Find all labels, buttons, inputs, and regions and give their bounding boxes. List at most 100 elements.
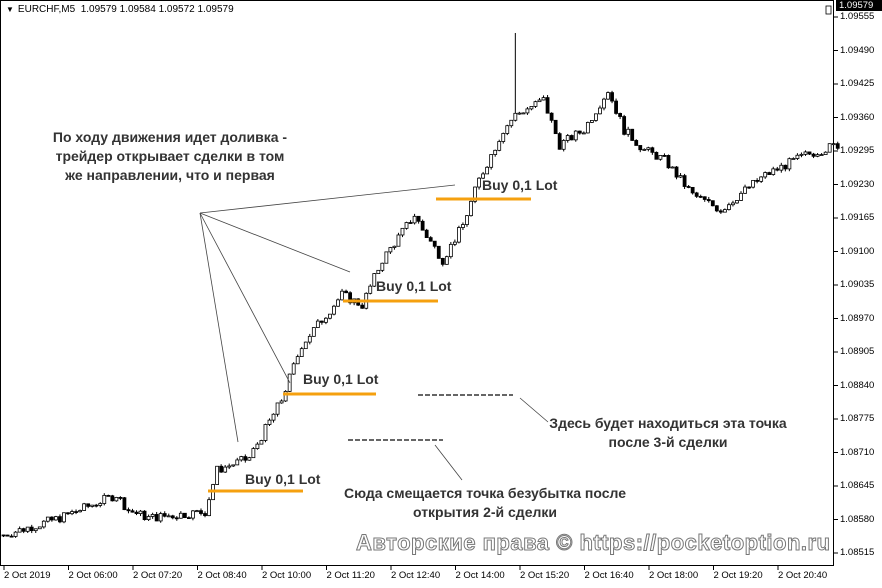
time-tick-label: 2 Oct 19:20 [713, 570, 763, 581]
bear-candle [553, 119, 558, 135]
bull-candle [465, 215, 469, 225]
bear-candle [408, 222, 413, 224]
bear-candle [66, 512, 70, 515]
bear-candle [243, 456, 248, 461]
bull-candle [525, 108, 530, 114]
bull-candle [727, 204, 731, 210]
bear-candle [706, 199, 711, 202]
bull-candle [731, 202, 735, 206]
bear-candle [29, 526, 34, 532]
bear-candle [9, 535, 14, 538]
bull-candle [448, 243, 453, 258]
bull-candle [150, 514, 155, 517]
bull-candle [54, 516, 58, 521]
bear-candle [74, 511, 78, 513]
price-tick-label: 1.08840 [840, 379, 875, 391]
bear-candle [319, 320, 324, 323]
bull-candle [328, 313, 332, 319]
bull-candle [795, 154, 800, 159]
bear-candle [110, 495, 115, 502]
bear-candle [714, 205, 719, 212]
chart-header: ▼ EURCHF,M5 1.09579 1.09584 1.09572 1.095… [6, 4, 234, 15]
bull-candle [827, 143, 832, 153]
bull-candle [521, 112, 526, 115]
price-tick-label: 1.09100 [840, 245, 875, 257]
bull-candle [763, 172, 768, 178]
time-tick-label: 2 Oct 20:40 [778, 570, 828, 581]
pointer-line [199, 212, 291, 384]
bull-candle [372, 273, 377, 287]
time-tick-label: 2 Oct 2019 [4, 570, 51, 581]
symbol-label: EURCHF,M5 [17, 4, 76, 15]
price-tick-label: 1.09425 [840, 78, 875, 89]
price-tick-label: 1.09035 [840, 279, 875, 290]
price-tick-label: 1.08645 [840, 480, 875, 491]
buy-label-2: Buy 0,1 Lot [303, 371, 379, 387]
bear-candle [420, 220, 425, 231]
bull-candle [291, 363, 296, 375]
bear-candle [698, 195, 703, 198]
bull-candle [803, 151, 808, 155]
bear-candle [807, 151, 812, 155]
bull-candle [263, 424, 268, 441]
bull-candle [533, 101, 538, 107]
bull-candle [332, 305, 336, 315]
bull-candle [469, 200, 473, 217]
time-tick-label: 2 Oct 11:20 [326, 570, 375, 581]
bear-candle [718, 210, 723, 213]
pointer-line [199, 212, 239, 443]
dropdown-arrow-icon[interactable]: ▼ [6, 5, 14, 14]
time-tick-label: 2 Oct 07:20 [133, 570, 183, 581]
bull-candle [340, 290, 344, 301]
bull-candle [17, 528, 22, 533]
bull-candle [678, 175, 683, 178]
bear-candle [219, 465, 224, 473]
bear-candle [610, 92, 614, 102]
bear-candle [1, 534, 6, 537]
quote-values: 1.09579 1.09584 1.09572 1.09579 [80, 4, 234, 15]
bull-candle [158, 513, 163, 522]
chart-area[interactable] [0, 0, 834, 566]
bull-candle [585, 122, 590, 134]
bear-candle [106, 494, 111, 497]
bull-candle [581, 132, 586, 135]
bear-candle [569, 135, 574, 141]
bull-candle [646, 147, 651, 150]
bull-candle [606, 92, 610, 100]
bull-candle [396, 234, 401, 247]
bear-candle [690, 186, 695, 194]
bear-candle [634, 140, 639, 146]
bear-candle [424, 229, 429, 239]
bull-candle [90, 504, 95, 507]
bull-candle [368, 285, 373, 294]
bull-candle [787, 158, 792, 170]
bull-candle [138, 510, 143, 515]
bull-candle [493, 149, 498, 155]
price-tick-label: 1.08905 [840, 346, 875, 357]
bull-candle [505, 125, 510, 134]
bull-candle [283, 390, 288, 402]
bear-candle [21, 528, 26, 532]
bear-candle [348, 292, 353, 304]
bull-candle [267, 419, 272, 425]
bull-candle [485, 166, 490, 175]
bull-candle [380, 262, 385, 271]
time-tick-label: 2 Oct 16:40 [584, 570, 634, 581]
bear-candle [557, 133, 562, 150]
bull-candle [178, 512, 183, 519]
bear-candle [545, 97, 550, 114]
bull-candle [444, 256, 449, 265]
bear-candle [436, 245, 441, 259]
bear-candle [783, 164, 788, 170]
bear-candle [94, 504, 99, 507]
bull-candle [831, 143, 836, 146]
bear-candle [630, 128, 635, 141]
time-tick-label: 2 Oct 18:00 [649, 570, 699, 581]
bull-candle [295, 356, 300, 365]
bull-candle [497, 141, 502, 151]
bull-candle [114, 497, 119, 502]
bull-candle [404, 222, 409, 229]
bull-candle [41, 520, 46, 528]
bear-candle [182, 512, 187, 519]
